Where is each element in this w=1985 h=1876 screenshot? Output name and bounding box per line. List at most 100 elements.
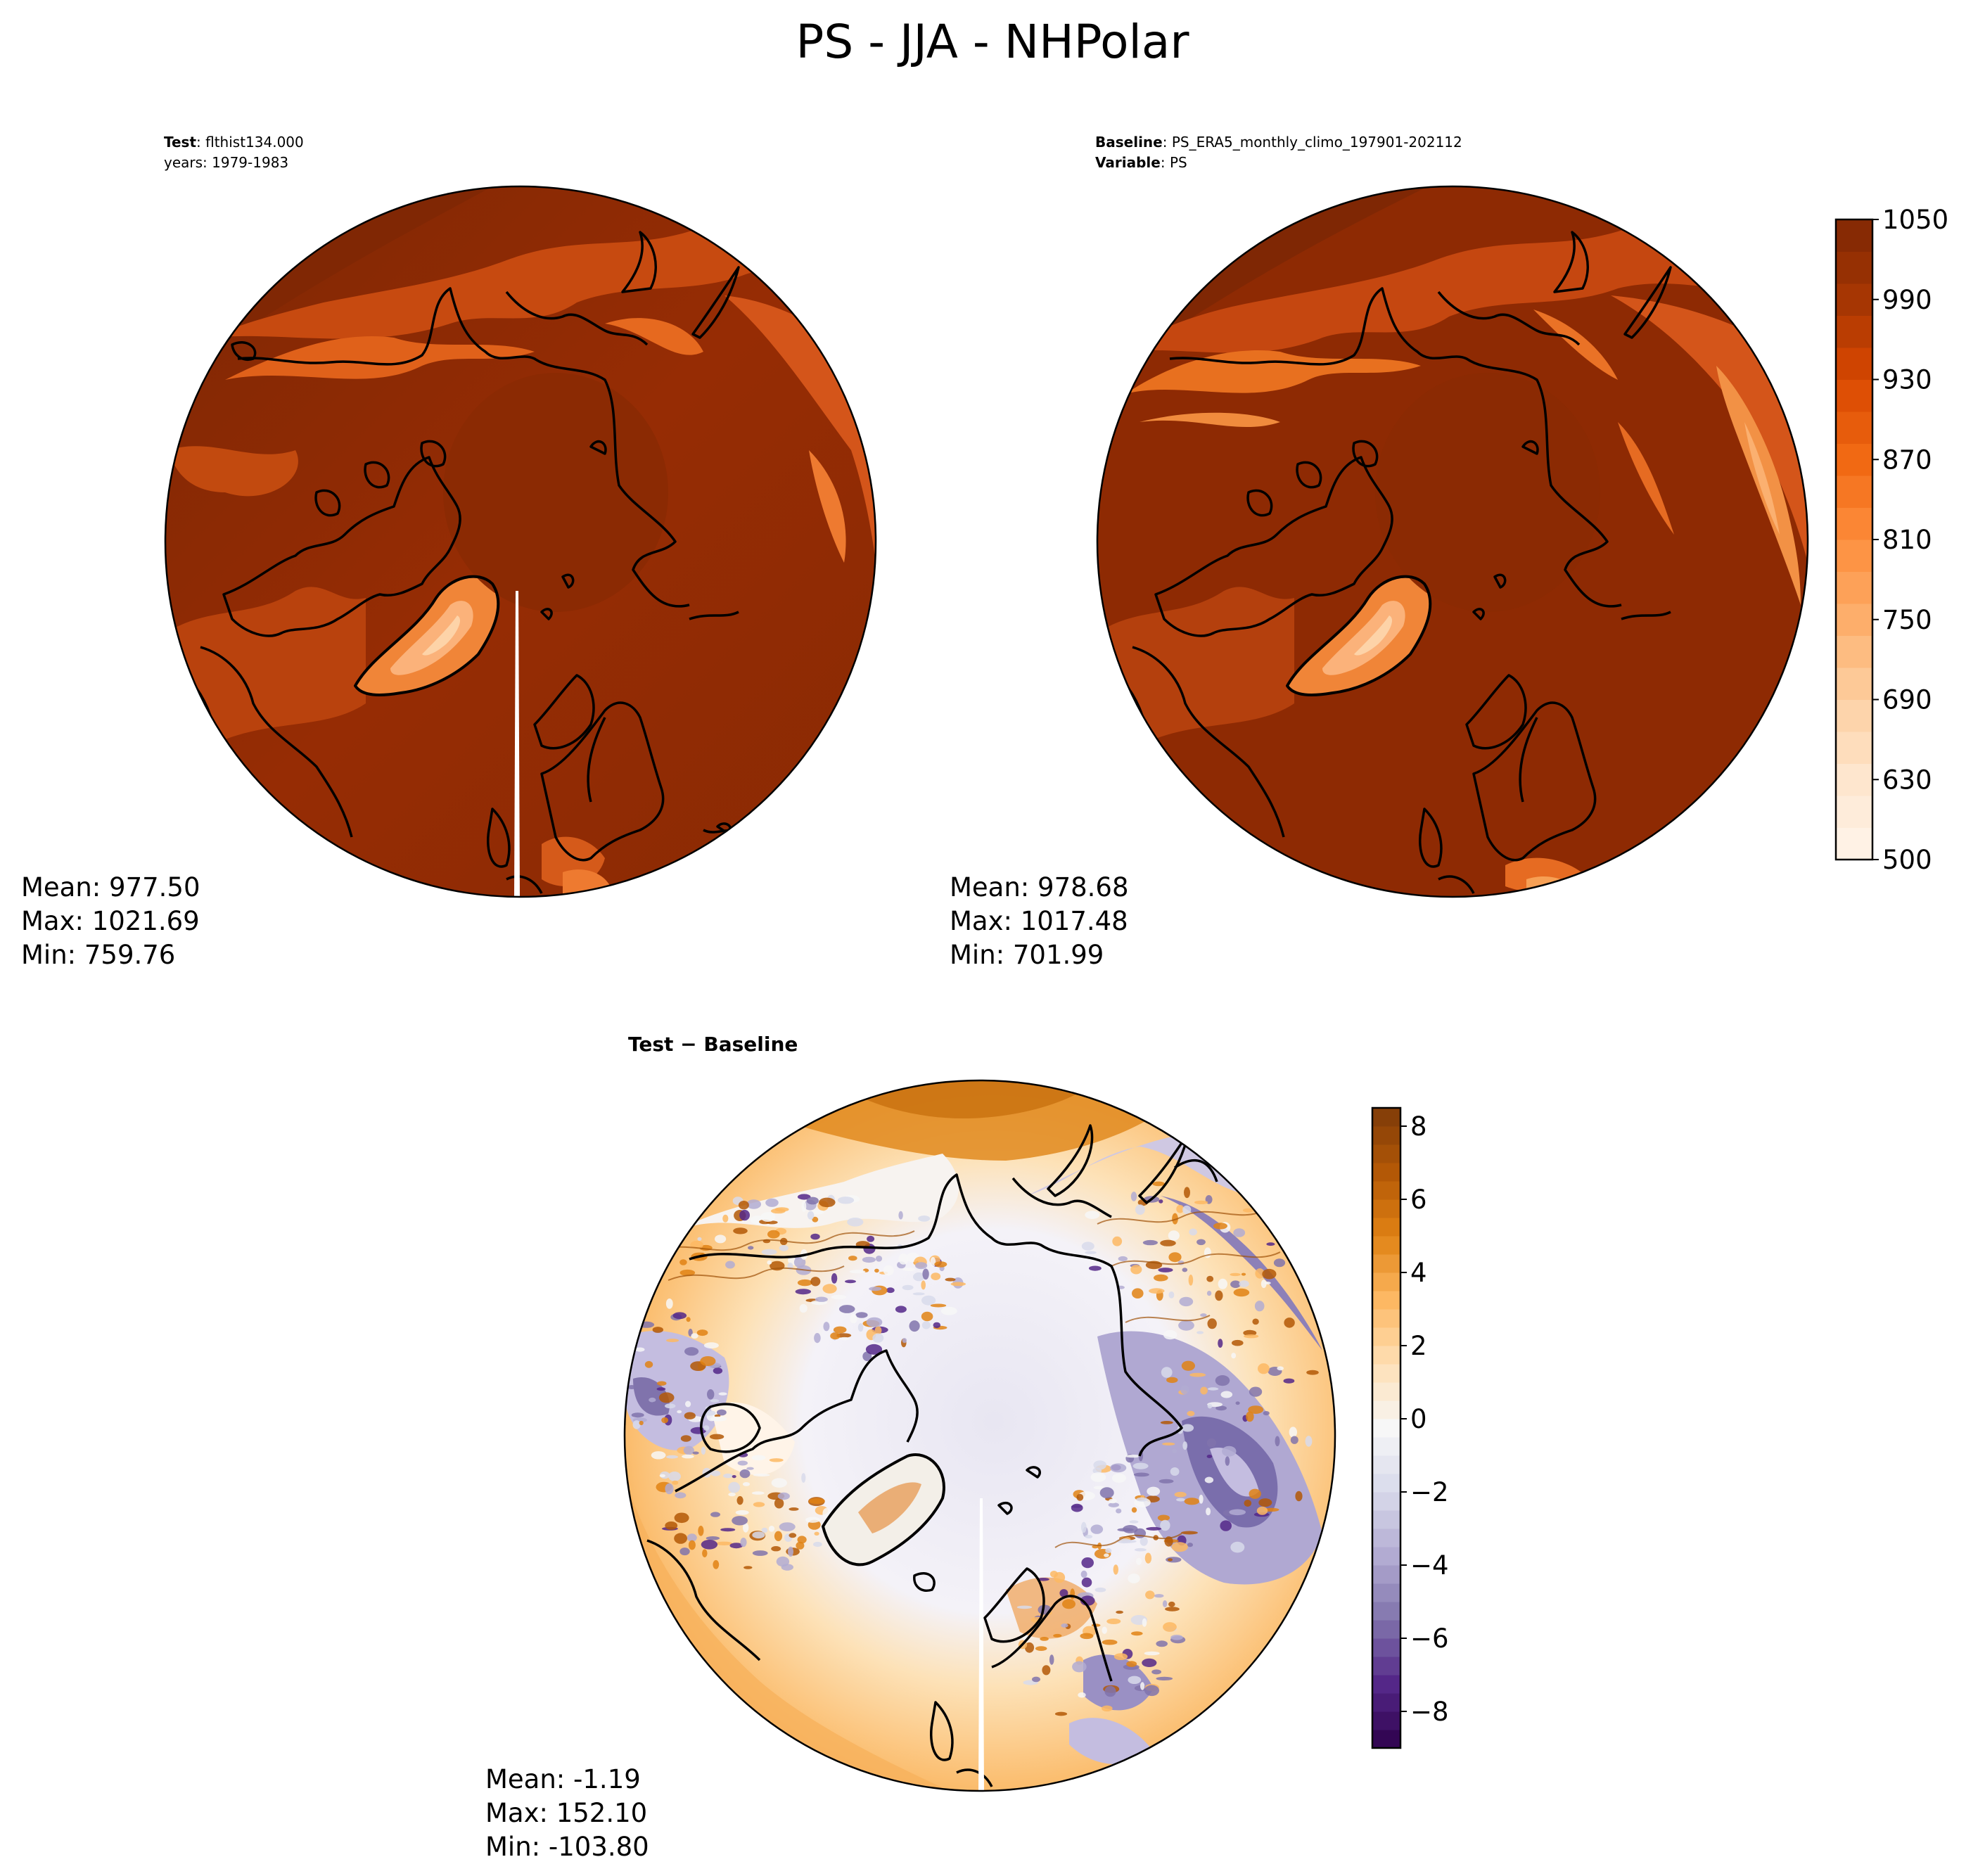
difference-noise-marker [703, 1425, 710, 1431]
difference-noise-marker [940, 1306, 957, 1315]
puor-colorbar-band [1372, 1364, 1400, 1383]
difference-noise-marker [1144, 1685, 1159, 1697]
difference-noise-marker [737, 1460, 748, 1466]
difference-noise-marker [774, 1531, 783, 1541]
difference-noise-marker [1229, 1509, 1246, 1516]
difference-noise-marker [713, 1367, 723, 1374]
difference-noise-marker [931, 1272, 941, 1280]
difference-noise-marker [1262, 1268, 1277, 1280]
difference-noise-marker [1284, 1317, 1295, 1328]
difference-noise-marker [1076, 1493, 1084, 1501]
difference-noise-marker [691, 1333, 698, 1339]
orange-colorbar-band [1836, 732, 1872, 764]
orange-colorbar-band [1836, 571, 1872, 604]
difference-noise-marker [849, 1270, 866, 1274]
difference-noise-marker [1273, 1258, 1286, 1268]
difference-noise-marker [701, 1540, 718, 1550]
difference-noise-marker [1053, 1633, 1062, 1638]
difference-noise-marker [1231, 1353, 1237, 1359]
puor-colorbar-band [1372, 1638, 1400, 1657]
difference-noise-marker [692, 1451, 699, 1455]
difference-noise-marker [732, 1475, 736, 1479]
difference-noise-marker [761, 1527, 768, 1533]
difference-noise-marker [810, 1277, 821, 1287]
difference-noise-marker [1172, 1213, 1178, 1225]
difference-noise-marker [1116, 1538, 1132, 1544]
difference-noise-marker [799, 1303, 808, 1313]
difference-noise-marker [1159, 1199, 1163, 1204]
orange-colorbar-band [1836, 347, 1872, 380]
difference-noise-marker [779, 1522, 796, 1532]
difference-noise-marker [733, 1227, 748, 1234]
difference-noise-marker [1174, 1491, 1187, 1498]
test-map-boundary [164, 185, 877, 898]
difference-noise-marker [1147, 1486, 1161, 1496]
orange-colorbar-band [1836, 668, 1872, 700]
difference-noise-marker [922, 1268, 929, 1280]
puor-colorbar-ticks: 8 6 4 2 0 −2 −4 −6 −8 [1400, 1111, 1449, 1727]
difference-noise-marker [921, 1321, 931, 1329]
difference-noise-marker [688, 1540, 696, 1550]
orange-colorbar-band [1836, 604, 1872, 636]
difference-noise-marker [1176, 1498, 1185, 1502]
difference-noise-marker [751, 1455, 766, 1461]
difference-noise-marker [652, 1327, 663, 1333]
puor-colorbar-band [1372, 1711, 1400, 1730]
difference-noise-marker [679, 1269, 696, 1276]
difference-noise-marker [1113, 1564, 1119, 1575]
test-mean: Mean: 977.50 [21, 872, 200, 902]
difference-noise-marker [1182, 1441, 1188, 1450]
difference-noise-marker [1125, 1455, 1141, 1458]
difference-panel-header: Test − Baseline [628, 1033, 798, 1056]
difference-noise-marker [796, 1541, 805, 1550]
difference-noise-marker [1085, 1251, 1097, 1254]
difference-noise-marker [668, 1472, 681, 1481]
difference-noise-marker [855, 1312, 868, 1318]
orange-colorbar: 1050 990 930 870 810 750 690 630 500 [1834, 205, 1948, 875]
difference-noise-marker [1215, 1290, 1223, 1301]
difference-noise-marker [1110, 1463, 1127, 1473]
difference-noise-marker [710, 1470, 721, 1476]
baseline-panel: Baseline: PS_ERA5_monthly_climo_197901-2… [950, 134, 1948, 970]
difference-noise-marker [649, 1401, 665, 1412]
difference-noise-marker [902, 1284, 914, 1291]
puor-colorbar-band [1372, 1108, 1400, 1127]
difference-noise-marker [1102, 1626, 1107, 1634]
puor-colorbar-band [1372, 1529, 1400, 1548]
difference-noise-marker [1168, 1252, 1182, 1263]
figure-title: PS - JJA - NHPolar [796, 15, 1190, 69]
orange-colorbar-ticks: 1050 990 930 870 810 750 690 630 500 [1872, 205, 1948, 875]
puor-colorbar-band [1372, 1382, 1400, 1401]
difference-noise-marker [1140, 1682, 1145, 1690]
puor-colorbar-band [1372, 1218, 1400, 1237]
difference-max: Max: 152.10 [485, 1798, 647, 1828]
difference-noise-marker [1160, 1239, 1176, 1246]
difference-noise-marker [1081, 1577, 1092, 1588]
difference-noise-marker [1106, 1619, 1121, 1624]
difference-noise-marker [771, 1208, 786, 1214]
puor-colorbar-band [1372, 1419, 1400, 1438]
difference-noise-marker [665, 1483, 674, 1495]
difference-noise-marker [666, 1339, 679, 1343]
difference-noise-marker [850, 1313, 857, 1324]
difference-noise-marker [934, 1261, 947, 1268]
difference-noise-marker [1277, 1366, 1284, 1371]
difference-noise-marker [797, 1279, 812, 1287]
test-stats: Mean: 977.50 Max: 1021.69 Min: 759.76 [21, 872, 200, 970]
difference-noise-marker [1024, 1642, 1035, 1653]
difference-noise-marker [857, 1323, 864, 1332]
difference-noise-marker [1260, 1280, 1267, 1289]
difference-noise-marker [1244, 1334, 1259, 1339]
difference-noise-marker [1108, 1502, 1120, 1507]
difference-noise-marker [707, 1389, 715, 1400]
puor-colorbar-band [1372, 1199, 1400, 1218]
difference-noise-marker [1093, 1486, 1105, 1490]
difference-noise-marker [1128, 1676, 1142, 1684]
difference-noise-marker [838, 1305, 855, 1313]
difference-noise-marker [867, 1235, 875, 1242]
puor-colorbar-band [1372, 1144, 1400, 1163]
difference-noise-marker [1135, 1204, 1145, 1215]
difference-noise-marker [685, 1400, 691, 1408]
difference-noise-marker [702, 1549, 708, 1557]
